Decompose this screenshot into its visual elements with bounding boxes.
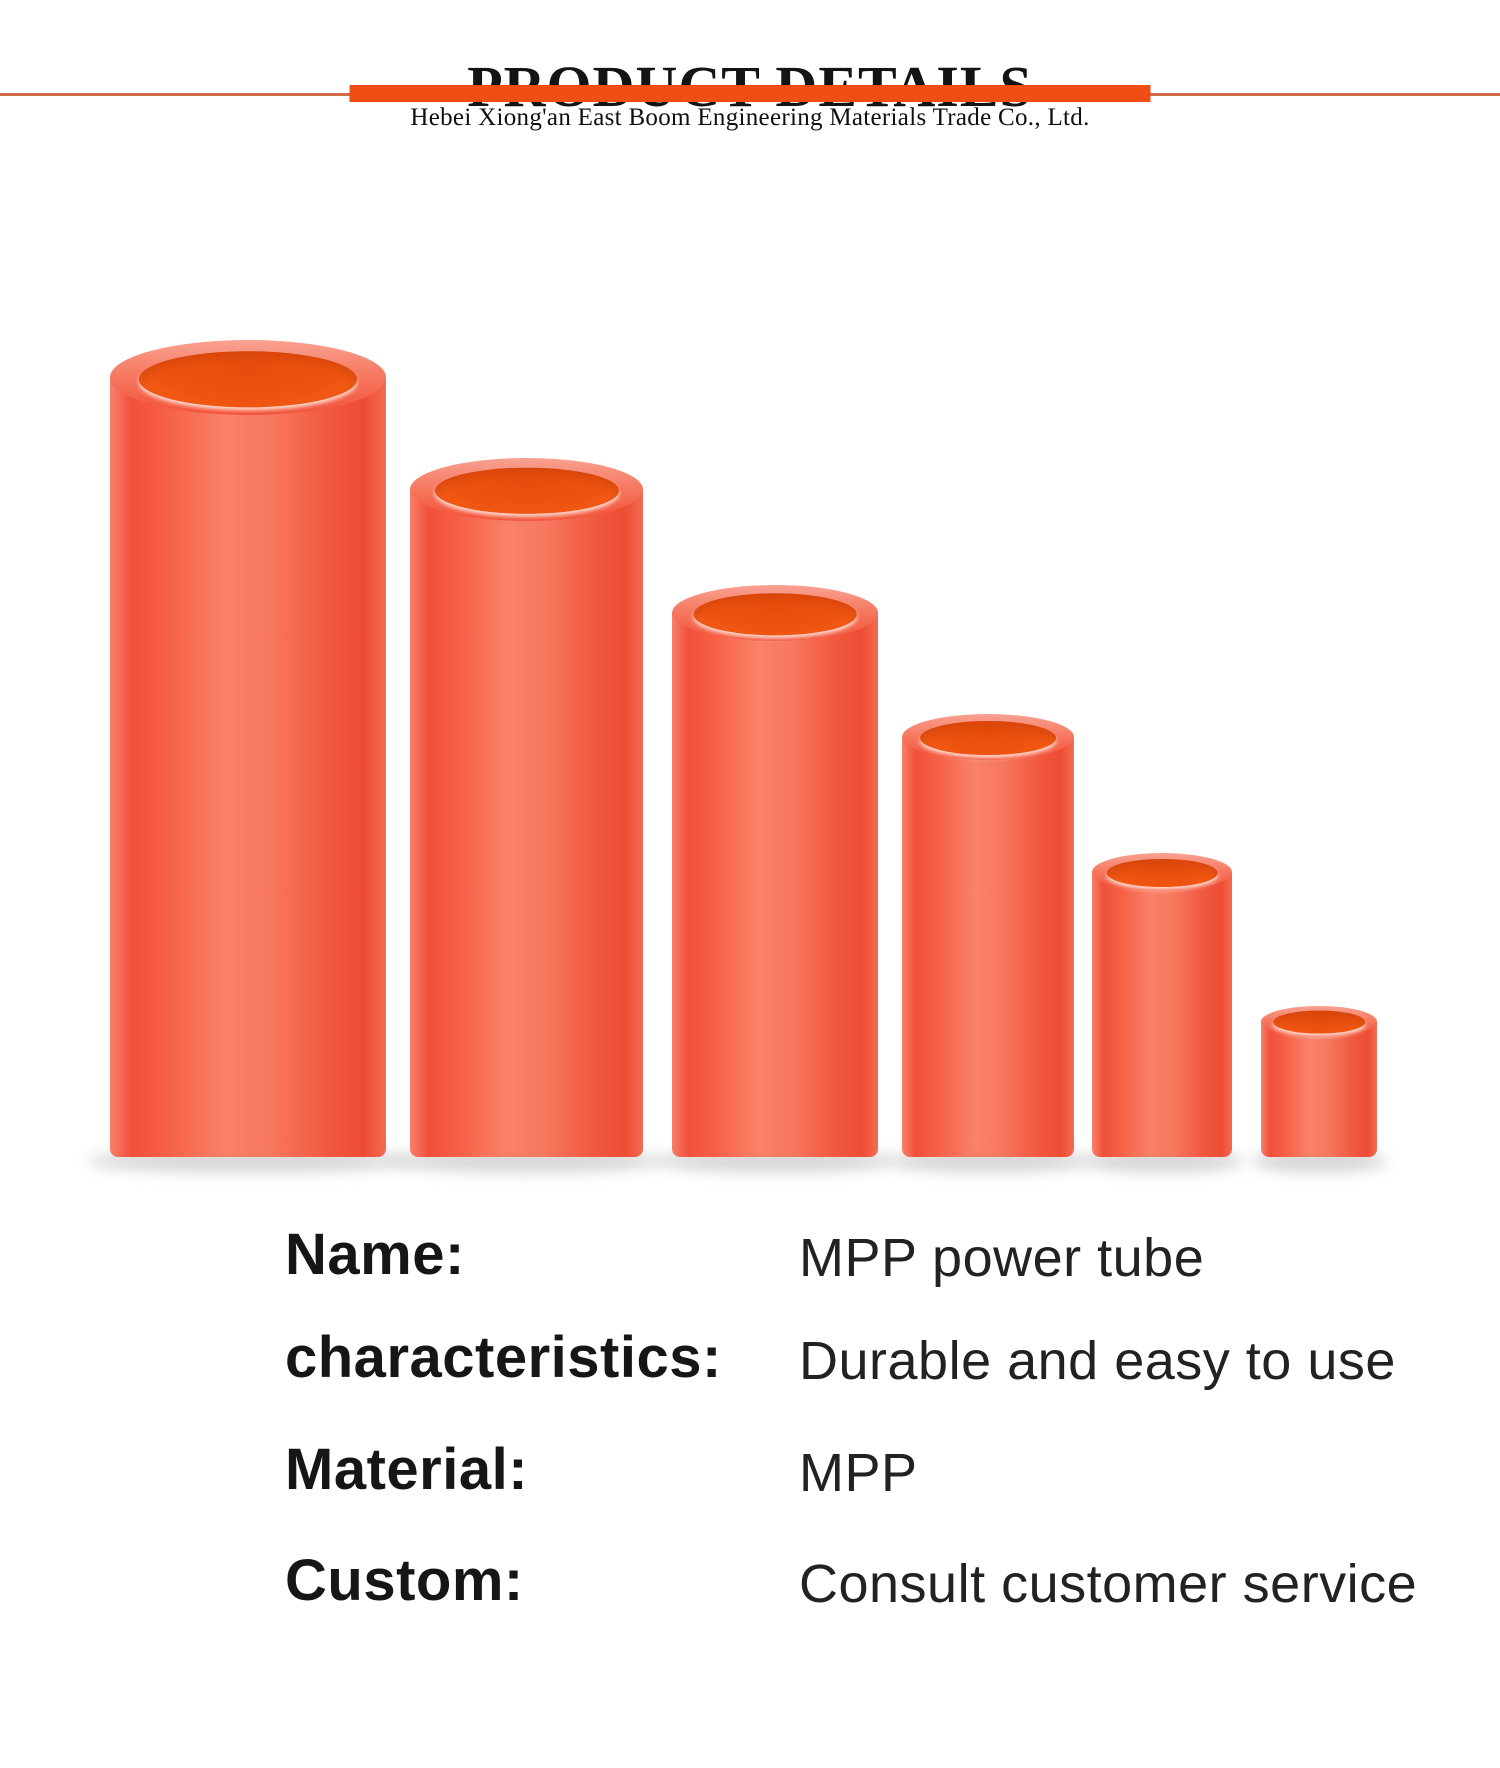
pipe-body [410, 490, 643, 1157]
spec-value-name: MPP power tube [799, 1228, 1205, 1288]
accent-bar [349, 85, 1151, 102]
pipe-body [1261, 1022, 1377, 1157]
spec-row-characteristics: characteristics: Durable and easy to use [0, 1329, 1500, 1391]
pipe-top-rim [902, 714, 1074, 760]
company-name: Hebei Xiong'an East Boom Engineering Mat… [410, 104, 1090, 131]
pipe-opening [1106, 858, 1218, 887]
pipe-body [902, 737, 1074, 1157]
spec-label-material: Material: [285, 1437, 529, 1502]
spec-value-material: MPP [799, 1443, 918, 1503]
pipe-opening [920, 720, 1056, 755]
pipe-opening [138, 351, 358, 407]
spec-label-characteristics: characteristics: [285, 1325, 722, 1390]
spec-label-name: Name: [285, 1222, 465, 1287]
spec-row-material: Material: MPP [0, 1441, 1500, 1503]
pipe-4 [888, 714, 1088, 1173]
pipe-opening [434, 467, 619, 515]
spec-value-characteristics: Durable and easy to use [799, 1331, 1396, 1391]
spec-label-custom: Custom: [285, 1548, 524, 1613]
pipe-top-rim [1092, 853, 1232, 891]
pipe-1 [87, 340, 409, 1173]
pipe-body [1092, 872, 1232, 1157]
pipe-5 [1080, 853, 1244, 1173]
pipe-3 [655, 585, 895, 1173]
pipe-body [110, 378, 386, 1157]
pipe-6 [1251, 1006, 1387, 1173]
spec-value-custom: Consult customer service [799, 1554, 1418, 1614]
pipe-top-rim [410, 458, 643, 521]
pipe-top-rim [672, 585, 878, 641]
pipe-top-rim [1261, 1006, 1377, 1037]
pipe-opening [1273, 1010, 1365, 1034]
pipe-opening [693, 593, 857, 635]
pipe-body [672, 613, 878, 1157]
pipe-2 [391, 458, 662, 1173]
spec-row-custom: Custom: Consult customer service [0, 1552, 1500, 1614]
pipe-top-rim [110, 340, 386, 415]
spec-row-name: Name: MPP power tube [0, 1226, 1500, 1288]
